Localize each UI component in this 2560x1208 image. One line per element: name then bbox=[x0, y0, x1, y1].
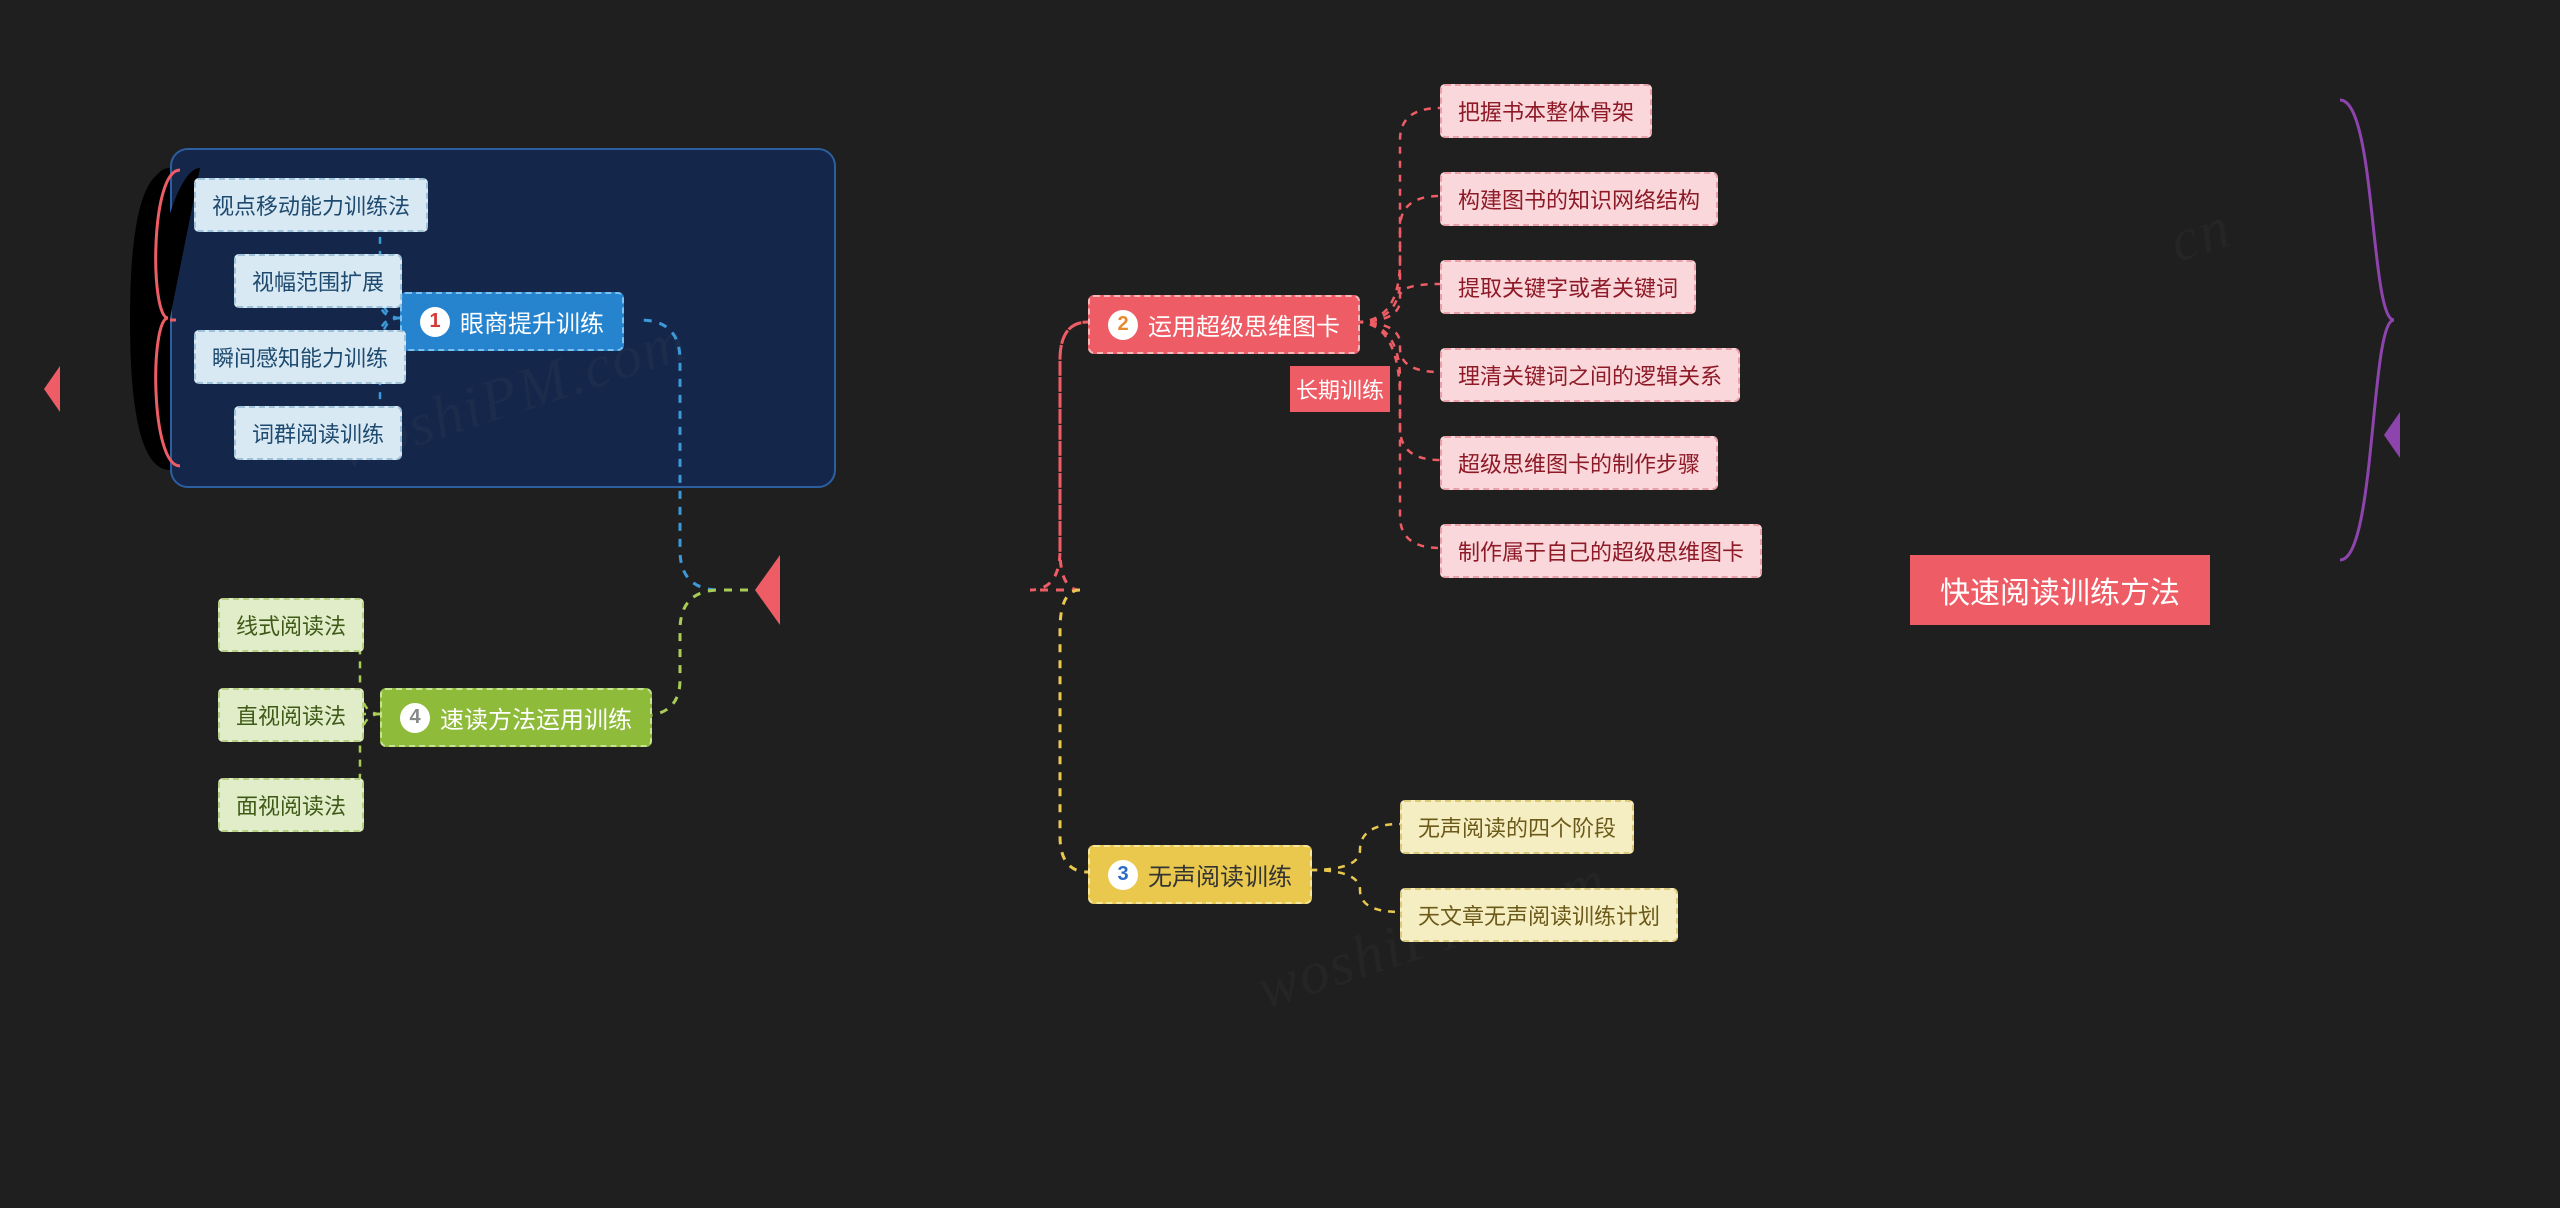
leaf-label: 词群阅读训练 bbox=[252, 417, 384, 449]
leaf-b2-0[interactable]: 把握书本整体骨架 bbox=[1440, 84, 1652, 138]
left-tag-node[interactable]: 长期训练 bbox=[60, 366, 2560, 412]
branch-4[interactable]: 4 速读方法运用训练 bbox=[380, 688, 652, 747]
leaf-b4-1[interactable]: 直视阅读法 bbox=[218, 688, 364, 742]
leaf-b1-2[interactable]: 瞬间感知能力训练 bbox=[194, 330, 406, 384]
leaf-b1-3[interactable]: 词群阅读训练 bbox=[234, 406, 402, 460]
leaf-label: 制作属于自己的超级思维图卡 bbox=[1458, 535, 1744, 567]
watermark: cn bbox=[2161, 192, 2240, 276]
leaf-b4-0[interactable]: 线式阅读法 bbox=[218, 598, 364, 652]
right-tag-node[interactable]: 有用 bbox=[2400, 412, 2560, 458]
leaf-label: 天文章无声阅读训练计划 bbox=[1418, 899, 1660, 931]
leaf-label: 线式阅读法 bbox=[236, 609, 346, 641]
leaf-label: 理清关键词之间的逻辑关系 bbox=[1458, 359, 1722, 391]
leaf-label: 直视阅读法 bbox=[236, 699, 346, 731]
leaf-label: 瞬间感知能力训练 bbox=[212, 341, 388, 373]
leaf-label: 视幅范围扩展 bbox=[252, 265, 384, 297]
branch-4-num: 4 bbox=[400, 703, 430, 733]
leaf-b2-2[interactable]: 提取关键字或者关键词 bbox=[1440, 260, 1696, 314]
branch-3-num: 3 bbox=[1108, 860, 1138, 890]
left-tag-label: 长期训练 bbox=[1296, 373, 1384, 405]
leaf-label: 超级思维图卡的制作步骤 bbox=[1458, 447, 1700, 479]
leaf-label: 无声阅读的四个阶段 bbox=[1418, 811, 1616, 843]
leaf-b3-0[interactable]: 无声阅读的四个阶段 bbox=[1400, 800, 1634, 854]
branch-3[interactable]: 3 无声阅读训练 bbox=[1088, 845, 1312, 904]
center-label: 快速阅读训练方法 bbox=[1940, 568, 2180, 612]
leaf-label: 面视阅读法 bbox=[236, 789, 346, 821]
branch-1-label: 眼商提升训练 bbox=[460, 304, 604, 339]
branch-1-num: 1 bbox=[420, 307, 450, 337]
branch-1[interactable]: 1 眼商提升训练 bbox=[400, 292, 624, 351]
branch-3-label: 无声阅读训练 bbox=[1148, 857, 1292, 892]
leaf-b2-1[interactable]: 构建图书的知识网络结构 bbox=[1440, 172, 1718, 226]
branch-2-num: 2 bbox=[1108, 310, 1138, 340]
leaf-label: 把握书本整体骨架 bbox=[1458, 95, 1634, 127]
leaf-b4-2[interactable]: 面视阅读法 bbox=[218, 778, 364, 832]
leaf-b1-1[interactable]: 视幅范围扩展 bbox=[234, 254, 402, 308]
leaf-label: 视点移动能力训练法 bbox=[212, 189, 410, 221]
branch-2-label: 运用超级思维图卡 bbox=[1148, 307, 1340, 342]
leaf-label: 提取关键字或者关键词 bbox=[1458, 271, 1678, 303]
branch-2[interactable]: 2 运用超级思维图卡 bbox=[1088, 295, 1360, 354]
leaf-b2-5[interactable]: 制作属于自己的超级思维图卡 bbox=[1440, 524, 1762, 578]
leaf-b3-1[interactable]: 天文章无声阅读训练计划 bbox=[1400, 888, 1678, 942]
leaf-label: 构建图书的知识网络结构 bbox=[1458, 183, 1700, 215]
branch-4-label: 速读方法运用训练 bbox=[440, 700, 632, 735]
leaf-b1-0[interactable]: 视点移动能力训练法 bbox=[194, 178, 428, 232]
leaf-b2-3[interactable]: 理清关键词之间的逻辑关系 bbox=[1440, 348, 1740, 402]
leaf-b2-4[interactable]: 超级思维图卡的制作步骤 bbox=[1440, 436, 1718, 490]
